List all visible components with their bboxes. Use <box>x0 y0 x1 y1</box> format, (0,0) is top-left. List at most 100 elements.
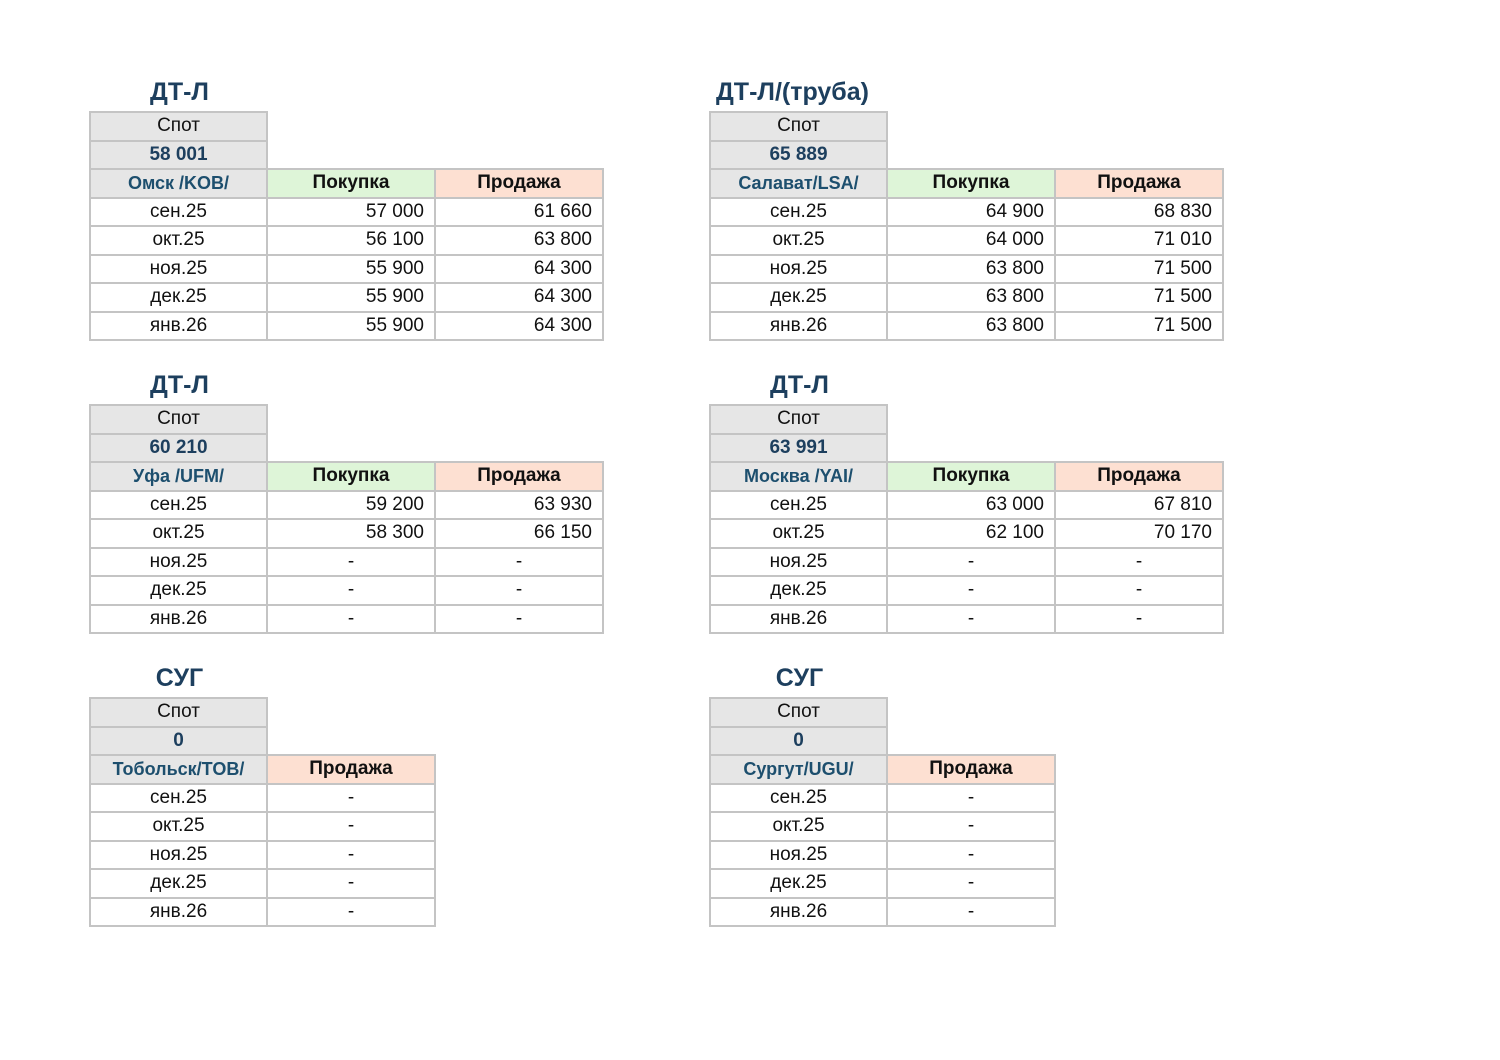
price-panel-tobolsk: СУГ Спот 0 Тобольск/TOB/ Продажа сен.25 … <box>89 663 436 927</box>
table-row: окт.25 - <box>89 811 436 842</box>
month-cell: ноя.25 <box>89 546 268 577</box>
sell-cell: 67 810 <box>1054 489 1224 520</box>
buy-cell: - <box>886 546 1056 577</box>
buy-cell: 57 000 <box>266 196 436 227</box>
month-cell: сен.25 <box>709 196 888 227</box>
sell-cell: 71 500 <box>1054 253 1224 284</box>
month-cell: янв.26 <box>89 896 268 927</box>
buy-cell: - <box>266 546 436 577</box>
spot-label: Спот <box>89 404 268 435</box>
buy-cell: 64 000 <box>886 225 1056 256</box>
location-header: Уфа /UFM/ <box>89 461 268 492</box>
sell-cell: 64 300 <box>434 282 604 313</box>
month-cell: дек.25 <box>709 282 888 313</box>
table-header-row: Омск /KOB/ Покупка Продажа <box>89 168 604 199</box>
table-row: ноя.25 - - <box>709 546 1224 577</box>
month-cell: сен.25 <box>709 782 888 813</box>
sell-cell: 71 500 <box>1054 282 1224 313</box>
sell-cell: - <box>266 811 436 842</box>
sell-header: Продажа <box>434 168 604 199</box>
table-row: ноя.25 63 800 71 500 <box>709 253 1224 284</box>
buy-cell: 63 000 <box>886 489 1056 520</box>
panel-title: ДТ-Л <box>150 78 209 106</box>
sell-cell: - <box>266 868 436 899</box>
panel-title: ДТ-Л <box>150 371 209 399</box>
sell-cell: 64 300 <box>434 310 604 341</box>
buy-cell: - <box>886 603 1056 634</box>
table-row: дек.25 - - <box>709 575 1224 606</box>
buy-cell: 55 900 <box>266 282 436 313</box>
buy-cell: - <box>266 603 436 634</box>
table-header-row: Сургут/UGU/ Продажа <box>709 754 1056 785</box>
month-cell: янв.26 <box>709 896 888 927</box>
sell-cell: - <box>886 811 1056 842</box>
sell-cell: - <box>1054 575 1224 606</box>
spot-value: 65 889 <box>709 139 888 170</box>
spot-value: 0 <box>709 725 888 756</box>
buy-cell: - <box>266 575 436 606</box>
panel-title: ДТ-Л/(труба) <box>716 78 869 106</box>
spot-label: Спот <box>709 111 888 142</box>
month-cell: дек.25 <box>89 282 268 313</box>
buy-cell: 64 900 <box>886 196 1056 227</box>
location-header: Салават/LSA/ <box>709 168 888 199</box>
location-header: Сургут/UGU/ <box>709 754 888 785</box>
buy-cell: 59 200 <box>266 489 436 520</box>
month-cell: дек.25 <box>709 575 888 606</box>
buy-header: Покупка <box>266 168 436 199</box>
sell-cell: - <box>266 896 436 927</box>
table-row: сен.25 64 900 68 830 <box>709 196 1224 227</box>
sell-cell: - <box>1054 546 1224 577</box>
sell-header: Продажа <box>886 754 1056 785</box>
spot-label: Спот <box>709 697 888 728</box>
buy-cell: 63 800 <box>886 310 1056 341</box>
table-row: сен.25 57 000 61 660 <box>89 196 604 227</box>
sell-cell: 71 010 <box>1054 225 1224 256</box>
sell-cell: - <box>886 839 1056 870</box>
table-row: янв.26 - - <box>89 603 604 634</box>
table-row: янв.26 55 900 64 300 <box>89 310 604 341</box>
buy-cell: 55 900 <box>266 253 436 284</box>
sell-header: Продажа <box>434 461 604 492</box>
buy-cell: 63 800 <box>886 253 1056 284</box>
buy-cell: 56 100 <box>266 225 436 256</box>
table-row: окт.25 64 000 71 010 <box>709 225 1224 256</box>
spot-label: Спот <box>89 697 268 728</box>
month-cell: дек.25 <box>89 868 268 899</box>
table-row: окт.25 - <box>709 811 1056 842</box>
month-cell: дек.25 <box>709 868 888 899</box>
sell-cell: - <box>266 782 436 813</box>
month-cell: окт.25 <box>89 518 268 549</box>
month-cell: окт.25 <box>89 811 268 842</box>
buy-header: Покупка <box>886 168 1056 199</box>
price-panel-omsk: ДТ-Л Спот 58 001 Омск /KOB/ Покупка Прод… <box>89 77 604 341</box>
month-cell: ноя.25 <box>709 253 888 284</box>
buy-cell: 58 300 <box>266 518 436 549</box>
price-panel-moscow: ДТ-Л Спот 63 991 Москва /YAI/ Покупка Пр… <box>709 370 1224 634</box>
sell-cell: - <box>886 896 1056 927</box>
table-header-row: Салават/LSA/ Покупка Продажа <box>709 168 1224 199</box>
spot-value: 0 <box>89 725 268 756</box>
sell-cell: - <box>434 546 604 577</box>
table-row: янв.26 - <box>89 896 436 927</box>
table-row: ноя.25 - <box>89 839 436 870</box>
table-row: дек.25 55 900 64 300 <box>89 282 604 313</box>
month-cell: окт.25 <box>709 518 888 549</box>
table-row: сен.25 - <box>709 782 1056 813</box>
location-header: Москва /YAI/ <box>709 461 888 492</box>
sell-cell: - <box>1054 603 1224 634</box>
month-cell: дек.25 <box>89 575 268 606</box>
month-cell: ноя.25 <box>709 839 888 870</box>
table-row: дек.25 - <box>709 868 1056 899</box>
table-row: дек.25 - - <box>89 575 604 606</box>
sell-cell: 63 930 <box>434 489 604 520</box>
month-cell: сен.25 <box>709 489 888 520</box>
panel-title: ДТ-Л <box>770 371 829 399</box>
sell-cell: - <box>886 782 1056 813</box>
buy-cell: 62 100 <box>886 518 1056 549</box>
sell-cell: 64 300 <box>434 253 604 284</box>
month-cell: янв.26 <box>709 603 888 634</box>
sell-cell: 66 150 <box>434 518 604 549</box>
sell-header: Продажа <box>1054 461 1224 492</box>
panel-title: СУГ <box>775 664 824 692</box>
